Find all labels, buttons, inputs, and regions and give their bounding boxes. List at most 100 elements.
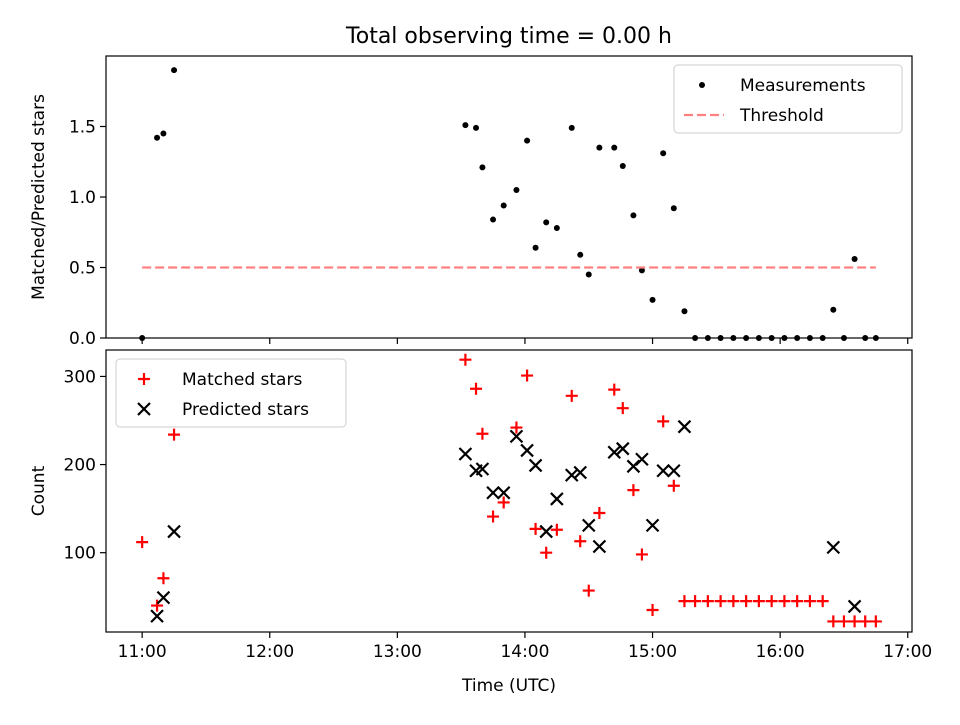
matched-star-point <box>714 595 727 608</box>
matched-star-point <box>582 584 595 597</box>
y-axis-label: Count <box>29 465 49 516</box>
measurement-point <box>806 335 813 341</box>
measurement-point <box>692 335 699 341</box>
predicted-star-point <box>564 468 579 482</box>
legend-label: Threshold <box>739 106 824 126</box>
predicted-star-point <box>150 609 164 623</box>
y-axis-label: Matched/Predicted stars <box>29 94 49 300</box>
measurement-point <box>681 308 688 315</box>
legend-box <box>673 64 903 134</box>
predicted-star-point <box>475 462 490 476</box>
y-tick-label: 100 <box>64 544 96 564</box>
matched-star-point <box>593 507 606 520</box>
matched-star-point <box>701 595 714 608</box>
measurement-point <box>462 122 469 129</box>
matched-star-point <box>459 353 472 366</box>
matched-star-point <box>827 615 840 628</box>
matched-star-point <box>727 595 740 608</box>
measurement-point <box>794 335 801 341</box>
matched-star-point <box>646 603 659 616</box>
matched-star-point <box>574 535 587 548</box>
predicted-star-point <box>496 485 511 500</box>
measurement-point <box>543 219 550 226</box>
ratio-panel: 0.0 0.5 1.0 1.5 Matched/Predicted stars Measu… <box>29 55 913 349</box>
predicted-star-point <box>656 463 670 478</box>
y-tick-label: 0.5 <box>69 259 96 279</box>
predicted-star-point <box>573 465 588 480</box>
measurement-point <box>479 164 486 171</box>
legend-measurement-swatch <box>699 82 705 88</box>
matched-star-point <box>667 479 680 492</box>
measurement-point <box>513 186 520 193</box>
predicted-star-point <box>528 458 543 473</box>
matched-star-point <box>627 484 640 497</box>
predicted-star-point <box>607 445 622 460</box>
predicted-star-point <box>847 599 862 614</box>
matched-star-point <box>616 402 629 415</box>
matched-star-point <box>848 615 861 628</box>
measurement-point <box>490 216 497 223</box>
measurement-point <box>553 225 560 232</box>
matched-star-point <box>608 383 621 396</box>
measurement-point <box>781 335 788 341</box>
measurement-point <box>532 244 539 251</box>
measurement-point <box>577 251 584 258</box>
predicted-star-point <box>539 524 553 539</box>
predicted-star-point <box>509 429 524 444</box>
measurement-point <box>768 335 775 341</box>
predicted-star-point <box>615 441 630 456</box>
y-tick-label: 1.5 <box>69 118 96 138</box>
predicted-star-point <box>581 518 596 533</box>
x-tick-label: 16:00 <box>756 642 805 662</box>
matched-star-point <box>565 389 578 402</box>
measurement-point <box>649 296 656 303</box>
matched-star-point <box>778 595 791 608</box>
matched-star-point <box>168 428 181 441</box>
matched-star-point <box>791 595 804 608</box>
measurement-point <box>851 256 858 263</box>
legend-label: Matched stars <box>182 370 302 390</box>
legend-box <box>115 358 347 428</box>
matched-star-point <box>816 595 829 608</box>
predicted-star-point <box>826 540 841 555</box>
predicted-star-point <box>156 590 171 605</box>
matched-star-point <box>157 572 170 585</box>
x-tick-label: 11:00 <box>118 642 167 662</box>
x-tick-label: 17:00 <box>883 642 932 662</box>
matched-star-point <box>151 599 164 612</box>
matched-star-point <box>529 522 542 535</box>
count-panel: 100 200 300 11:00 12:00 13:00 14:00 15:00 16:00 1… <box>29 349 932 696</box>
matched-star-point <box>752 595 765 608</box>
x-tick-label: 13:00 <box>373 642 422 662</box>
measurement-point <box>585 271 592 278</box>
matched-star-point <box>678 595 691 608</box>
measurement-point <box>171 67 178 74</box>
measurement-point <box>840 335 847 341</box>
matched-star-point <box>521 369 534 382</box>
predicted-star-point <box>167 524 181 539</box>
measurement-point <box>596 144 603 151</box>
measurement-point <box>830 306 837 313</box>
matched-star-point <box>550 523 563 536</box>
measurement-point <box>755 335 762 341</box>
x-tick-label: 12:00 <box>245 642 294 662</box>
measurement-point <box>500 202 507 209</box>
measurement-point <box>717 335 724 341</box>
measurement-point <box>872 335 879 341</box>
predicted-star-point <box>592 539 607 554</box>
measurement-point <box>670 205 677 212</box>
measurement-point <box>704 335 711 341</box>
measurement-point <box>819 335 826 341</box>
measurement-point <box>611 144 618 151</box>
predicted-star-point <box>677 419 692 434</box>
measurement-point <box>630 212 637 219</box>
matched-star-point <box>497 496 510 509</box>
measurement-point <box>638 267 645 274</box>
matched-star-point <box>859 615 872 628</box>
measurement-point <box>524 137 531 144</box>
measurement-point <box>743 335 750 341</box>
predicted-star-point <box>550 492 564 506</box>
matched-star-point <box>689 595 702 608</box>
measurement-point <box>660 150 667 157</box>
measurement-point <box>154 134 161 141</box>
